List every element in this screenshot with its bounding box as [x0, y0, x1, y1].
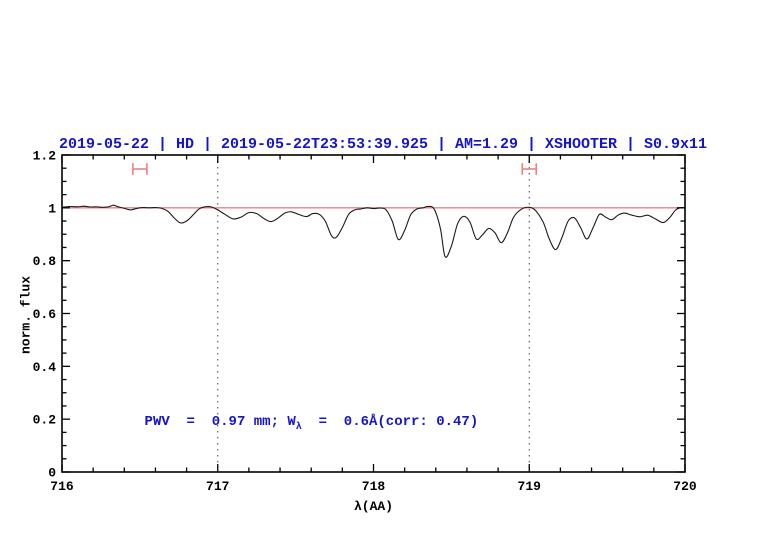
y-tick-label: 0.4 [33, 360, 57, 375]
pwv-annotation-main: PWV = 0.97 mm; W [144, 414, 296, 431]
y-tick-label: 0.8 [33, 254, 57, 269]
x-tick-label: 716 [50, 479, 74, 494]
spectrum-line [61, 204, 686, 258]
pwv-annotation: PWV = 0.97 mm; Wλ = 0.6Å(corr: 0.47) [145, 414, 479, 433]
x-axis-label: λ(AA) [353, 499, 393, 514]
y-axis-label: norm. flux [18, 275, 34, 355]
y-tick-label: 0.2 [33, 413, 57, 428]
x-tick-label: 718 [362, 479, 386, 494]
x-tick-label: 720 [673, 479, 697, 494]
pwv-annotation-lambda-subscript: λ [295, 422, 302, 434]
plot-title: 2019-05-22 | HD | 2019-05-22T23:53:39.92… [58, 136, 708, 153]
y-tick-label: 0.6 [33, 307, 57, 322]
y-tick-label: 1 [48, 201, 56, 216]
pwv-annotation-tail: = 0.6Å(corr: 0.47) [301, 414, 479, 431]
y-tick-label: 1.2 [33, 149, 57, 164]
x-tick-label: 719 [518, 479, 542, 494]
x-tick-label: 717 [206, 479, 229, 494]
y-tick-label: 0 [48, 466, 56, 481]
